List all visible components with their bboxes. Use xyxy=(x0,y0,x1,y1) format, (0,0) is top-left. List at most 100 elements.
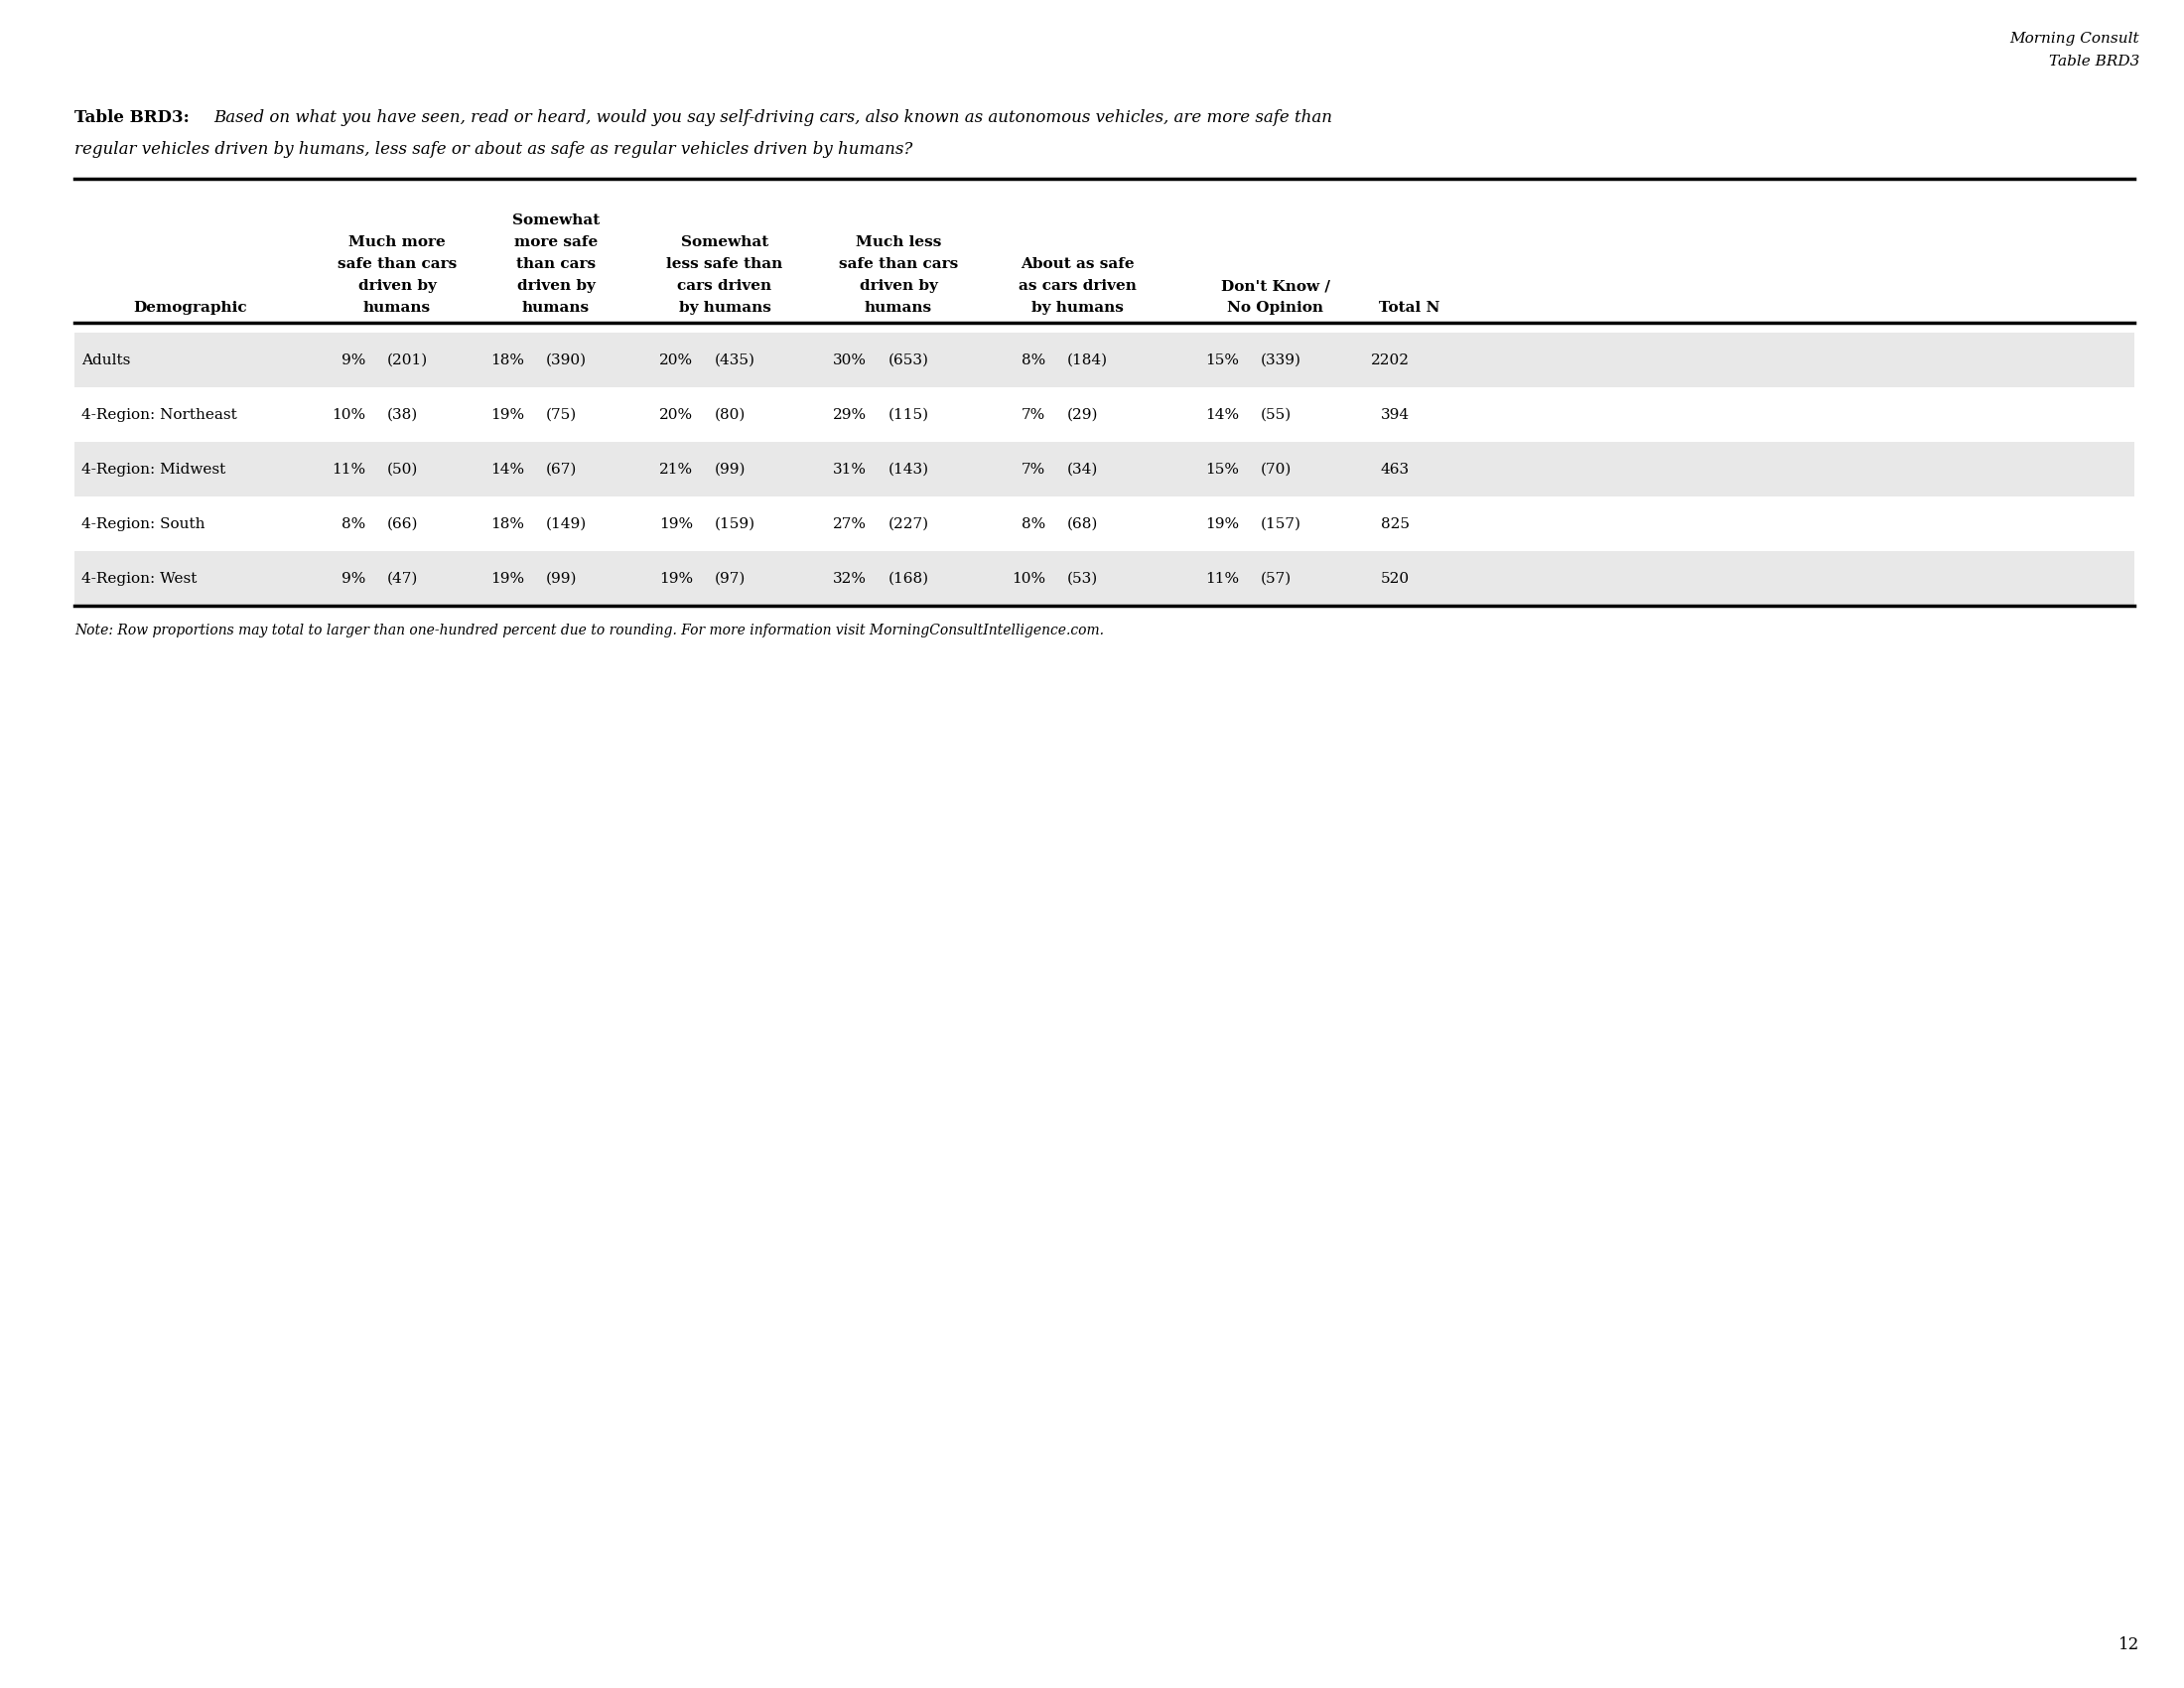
Text: (227): (227) xyxy=(889,517,930,530)
Text: 463: 463 xyxy=(1380,463,1409,476)
Text: (70): (70) xyxy=(1260,463,1293,476)
Text: 12: 12 xyxy=(2118,1636,2140,1653)
Text: (53): (53) xyxy=(1068,572,1099,586)
Text: 19%: 19% xyxy=(1206,517,1238,530)
Text: 30%: 30% xyxy=(832,353,867,366)
Text: (149): (149) xyxy=(546,517,587,530)
Text: 18%: 18% xyxy=(491,353,524,366)
Text: Don't Know /: Don't Know / xyxy=(1221,279,1330,294)
Text: 10%: 10% xyxy=(1011,572,1046,586)
Text: Morning Consult: Morning Consult xyxy=(2009,32,2140,46)
Bar xyxy=(74,442,2134,496)
Text: 4-Region: Midwest: 4-Region: Midwest xyxy=(81,463,225,476)
Text: 7%: 7% xyxy=(1022,407,1046,422)
Text: regular vehicles driven by humans, less safe or about as safe as regular vehicle: regular vehicles driven by humans, less … xyxy=(74,142,913,159)
Text: Total N: Total N xyxy=(1380,300,1439,314)
Text: (184): (184) xyxy=(1068,353,1107,366)
Text: 520: 520 xyxy=(1380,572,1409,586)
Text: (34): (34) xyxy=(1068,463,1099,476)
Text: humans: humans xyxy=(363,300,430,314)
Text: 10%: 10% xyxy=(332,407,365,422)
Text: (80): (80) xyxy=(714,407,747,422)
Text: 4-Region: South: 4-Region: South xyxy=(81,517,205,530)
Text: (99): (99) xyxy=(546,572,577,586)
Text: No Opinion: No Opinion xyxy=(1227,300,1324,314)
Text: 11%: 11% xyxy=(1206,572,1238,586)
Text: 18%: 18% xyxy=(491,517,524,530)
Bar xyxy=(74,550,2134,606)
Text: Based on what you have seen, read or heard, would you say self-driving cars, als: Based on what you have seen, read or hea… xyxy=(214,110,1332,127)
Text: (159): (159) xyxy=(714,517,756,530)
Text: Table BRD3: Table BRD3 xyxy=(2049,54,2140,69)
Text: 29%: 29% xyxy=(832,407,867,422)
Text: (201): (201) xyxy=(387,353,428,366)
Text: 19%: 19% xyxy=(660,517,692,530)
Bar xyxy=(74,333,2134,387)
Text: 11%: 11% xyxy=(332,463,365,476)
Text: (339): (339) xyxy=(1260,353,1302,366)
Text: About as safe: About as safe xyxy=(1020,257,1133,272)
Text: (97): (97) xyxy=(714,572,747,586)
Text: (47): (47) xyxy=(387,572,419,586)
Text: 394: 394 xyxy=(1380,407,1409,422)
Text: humans: humans xyxy=(522,300,590,314)
Text: 8%: 8% xyxy=(341,517,365,530)
Text: 15%: 15% xyxy=(1206,353,1238,366)
Text: 20%: 20% xyxy=(660,353,692,366)
Text: more safe: more safe xyxy=(513,235,598,250)
Text: than cars: than cars xyxy=(515,257,596,272)
Text: humans: humans xyxy=(865,300,933,314)
Text: by humans: by humans xyxy=(1031,300,1123,314)
Text: 8%: 8% xyxy=(1022,517,1046,530)
Text: driven by: driven by xyxy=(358,279,437,294)
Text: 2202: 2202 xyxy=(1372,353,1409,366)
Text: Adults: Adults xyxy=(81,353,131,366)
Text: Much more: Much more xyxy=(349,235,446,250)
Text: Table BRD3:: Table BRD3: xyxy=(74,110,190,127)
Text: (435): (435) xyxy=(714,353,756,366)
Text: 9%: 9% xyxy=(341,353,365,366)
Text: (55): (55) xyxy=(1260,407,1291,422)
Text: (57): (57) xyxy=(1260,572,1291,586)
Text: 825: 825 xyxy=(1380,517,1409,530)
Text: (143): (143) xyxy=(889,463,930,476)
Text: by humans: by humans xyxy=(679,300,771,314)
Text: Somewhat: Somewhat xyxy=(511,213,601,228)
Text: 32%: 32% xyxy=(832,572,867,586)
Text: (168): (168) xyxy=(889,572,930,586)
Text: Much less: Much less xyxy=(856,235,941,250)
Text: driven by: driven by xyxy=(518,279,594,294)
Text: (390): (390) xyxy=(546,353,587,366)
Text: 27%: 27% xyxy=(832,517,867,530)
Text: (157): (157) xyxy=(1260,517,1302,530)
Text: (653): (653) xyxy=(889,353,928,366)
Text: 8%: 8% xyxy=(1022,353,1046,366)
Text: 19%: 19% xyxy=(489,407,524,422)
Text: 21%: 21% xyxy=(660,463,692,476)
Text: (67): (67) xyxy=(546,463,577,476)
Text: (115): (115) xyxy=(889,407,930,422)
Text: driven by: driven by xyxy=(858,279,937,294)
Text: 19%: 19% xyxy=(660,572,692,586)
Text: safe than cars: safe than cars xyxy=(336,257,456,272)
Text: (50): (50) xyxy=(387,463,419,476)
Text: cars driven: cars driven xyxy=(677,279,771,294)
Text: 4-Region: Northeast: 4-Region: Northeast xyxy=(81,407,238,422)
Text: (66): (66) xyxy=(387,517,419,530)
Text: 4-Region: West: 4-Region: West xyxy=(81,572,197,586)
Text: (99): (99) xyxy=(714,463,747,476)
Text: safe than cars: safe than cars xyxy=(839,257,959,272)
Text: less safe than: less safe than xyxy=(666,257,782,272)
Text: 9%: 9% xyxy=(341,572,365,586)
Text: 7%: 7% xyxy=(1022,463,1046,476)
Text: as cars driven: as cars driven xyxy=(1018,279,1136,294)
Text: 31%: 31% xyxy=(832,463,867,476)
Text: 19%: 19% xyxy=(489,572,524,586)
Text: 15%: 15% xyxy=(1206,463,1238,476)
Text: 14%: 14% xyxy=(1206,407,1238,422)
Text: (29): (29) xyxy=(1068,407,1099,422)
Text: (75): (75) xyxy=(546,407,577,422)
Text: 20%: 20% xyxy=(660,407,692,422)
Text: (38): (38) xyxy=(387,407,417,422)
Text: (68): (68) xyxy=(1068,517,1099,530)
